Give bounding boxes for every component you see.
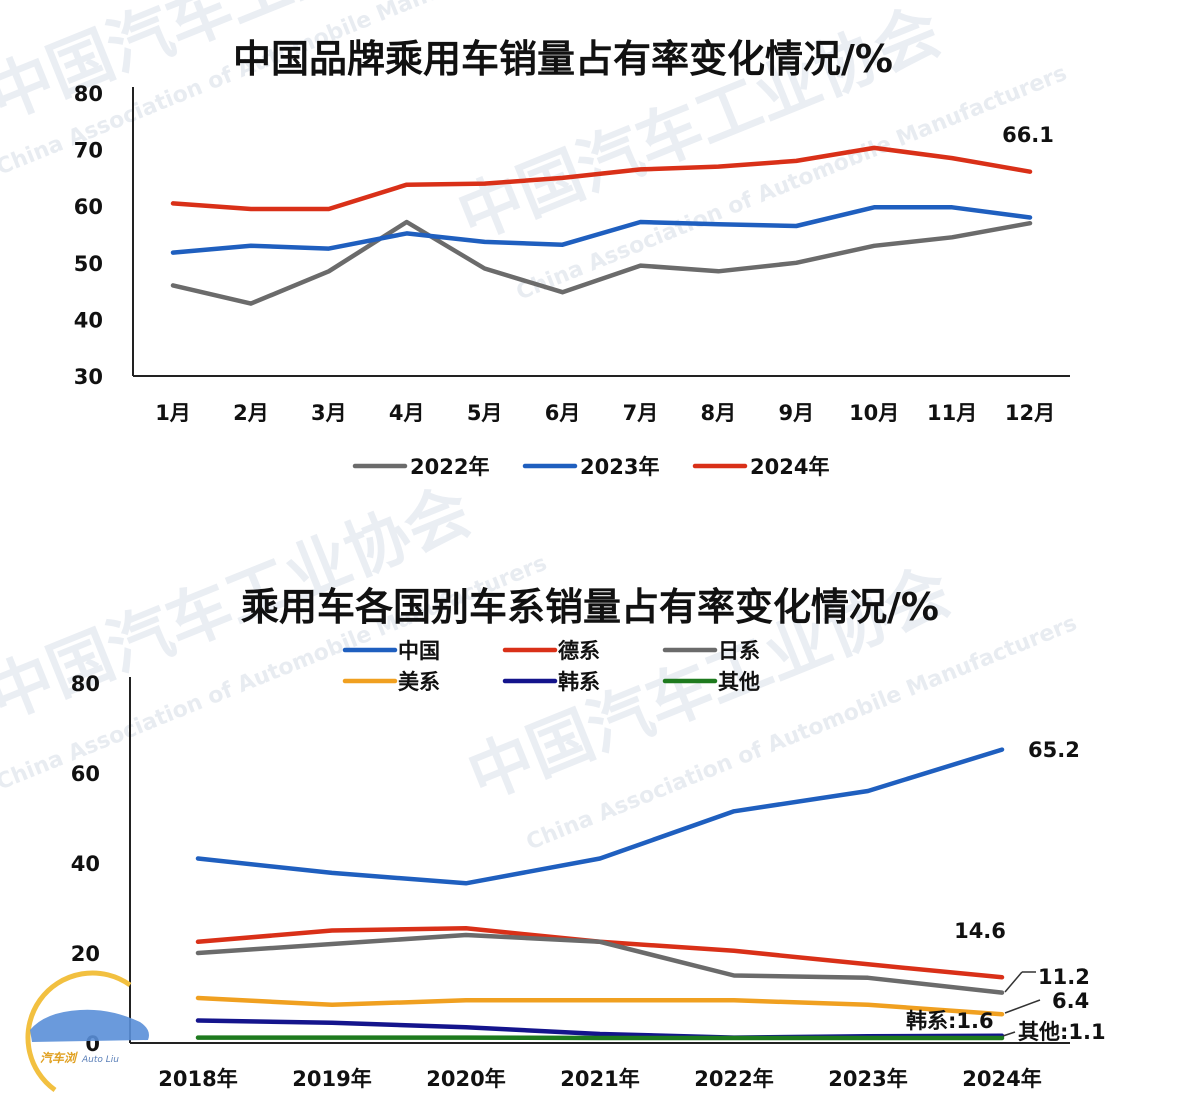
legend-label-2023年: 2023年 xyxy=(580,455,659,479)
legend-label-中国: 中国 xyxy=(398,639,440,663)
legend-label-其他: 其他 xyxy=(718,670,760,694)
x-tick-label: 8月 xyxy=(701,401,737,425)
annotation-china-2024: 65.2 xyxy=(1028,738,1080,762)
y-tick-label: 40 xyxy=(74,308,103,332)
x-tick-label: 2019年 xyxy=(292,1067,371,1091)
logo-ring xyxy=(25,970,132,1093)
series-line-美系 xyxy=(195,995,1005,1017)
chart1-title: 中国品牌乘用车销量占有率变化情况/% xyxy=(233,37,893,81)
x-tick-label: 5月 xyxy=(467,401,503,425)
x-tick-label: 10月 xyxy=(849,401,899,425)
annotation-korea-2024: 韩系:1.6 xyxy=(906,1009,994,1033)
logo-car-icon xyxy=(30,1009,149,1042)
y-tick-label: 50 xyxy=(74,252,103,276)
x-tick-label: 2022年 xyxy=(694,1067,773,1091)
legend-label-德系: 德系 xyxy=(558,639,600,663)
annotation-japan-2024: 11.2 xyxy=(1038,965,1090,989)
chart1-axes: 30 40 50 60 70 80 1月 2月 3月 4月 5月 6月 7月 8月 9月 10月 11月 12月 xyxy=(74,82,1070,425)
legend-label-日系: 日系 xyxy=(718,639,760,663)
series-line-2022年 xyxy=(170,219,1033,306)
legend-label-2024年: 2024年 xyxy=(750,455,829,479)
chart2-title: 乘用车各国别车系销量占有率变化情况/% xyxy=(241,585,939,629)
annotation-other-2024: 其他:1.1 xyxy=(1018,1020,1106,1044)
legend-label-韩系: 韩系 xyxy=(558,670,600,694)
series-line-日系 xyxy=(195,932,1005,995)
legend-label-2022年: 2022年 xyxy=(410,455,489,479)
x-tick-label: 2020年 xyxy=(426,1067,505,1091)
x-tick-label: 2023年 xyxy=(828,1067,907,1091)
chart2-annotations: 65.2 14.6 11.2 6.4 韩系:1.6 其他:1.1 xyxy=(906,738,1106,1044)
y-tick-label: 20 xyxy=(71,942,100,966)
x-tick-label: 2021年 xyxy=(560,1067,639,1091)
chart1-legend: 2022年 2023年 2024年 xyxy=(352,455,829,479)
x-tick-label: 6月 xyxy=(545,401,581,425)
leader-us xyxy=(1004,999,1041,1014)
x-tick-label: 9月 xyxy=(778,401,814,425)
series-line-2024年 xyxy=(170,145,1033,212)
y-tick-label: 80 xyxy=(74,82,103,106)
series-line-中国 xyxy=(195,747,1005,886)
logo-sub: Auto Liu xyxy=(81,1055,119,1065)
logo-name: 汽车浏 xyxy=(40,1051,78,1065)
legend-label-美系: 美系 xyxy=(398,670,440,694)
y-tick-label: 80 xyxy=(71,672,100,696)
leader-japan xyxy=(1004,971,1023,993)
leader-other xyxy=(1002,1031,1016,1037)
annotation-us-2024: 6.4 xyxy=(1052,989,1089,1013)
y-tick-label: 60 xyxy=(71,762,100,786)
x-tick-label: 7月 xyxy=(623,401,659,425)
annotation-german-2024: 14.6 xyxy=(954,919,1006,943)
chart1-series xyxy=(170,145,1033,306)
auto-liu-logo: 汽车浏 Auto Liu xyxy=(25,970,149,1093)
x-tick-label: 1月 xyxy=(155,401,191,425)
x-tick-label: 3月 xyxy=(311,401,347,425)
series-line-韩系 xyxy=(195,1018,1005,1040)
y-tick-label: 40 xyxy=(71,852,100,876)
y-tick-label: 30 xyxy=(74,365,103,389)
chart1-annotation-2024-dec: 66.1 xyxy=(1002,123,1054,147)
y-tick-label: 60 xyxy=(74,195,103,219)
x-tick-label: 4月 xyxy=(389,401,425,425)
chart-brand-share: 中国品牌乘用车销量占有率变化情况/% 30 40 50 60 70 80 1月 2月 3月 4月 5… xyxy=(74,37,1070,479)
x-tick-label: 2024年 xyxy=(962,1067,1041,1091)
x-tick-label: 2月 xyxy=(233,401,269,425)
y-tick-label: 70 xyxy=(74,139,103,163)
series-line-2023年 xyxy=(170,205,1033,255)
series-line-德系 xyxy=(195,926,1005,980)
x-tick-label: 12月 xyxy=(1005,401,1055,425)
x-tick-label: 11月 xyxy=(927,401,977,425)
x-tick-label: 2018年 xyxy=(158,1067,237,1091)
watermark: 中国汽车工业协会 China Association of Automobile… xyxy=(0,0,1080,856)
chart2-series xyxy=(195,747,1005,1041)
